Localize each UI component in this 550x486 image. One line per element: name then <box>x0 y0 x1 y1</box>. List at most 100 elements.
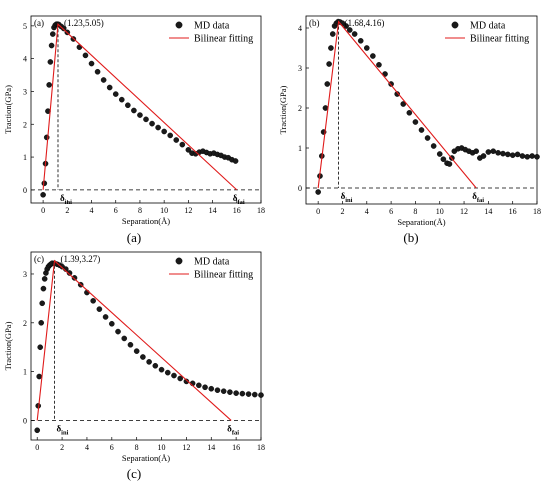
y-axis-label: Traction(GPa) <box>3 85 13 134</box>
md-data-point <box>490 148 497 154</box>
md-data-point <box>115 328 121 335</box>
md-data-point <box>112 91 119 97</box>
y-tick-label: 2 <box>298 104 302 113</box>
x-tick-label: 0 <box>41 206 45 215</box>
md-data-point <box>143 116 149 123</box>
md-data-point <box>343 23 349 29</box>
plot-frame <box>30 251 262 441</box>
x-tick-label: 10 <box>436 207 444 216</box>
delta-ini-label: δini <box>56 423 68 436</box>
md-data-point <box>196 382 202 389</box>
md-data-point <box>370 53 376 59</box>
md-data-point <box>258 392 264 398</box>
legend: MD data Bilinear fitting <box>169 257 253 281</box>
x-tick-label: 14 <box>209 206 217 215</box>
md-data-point <box>40 191 46 198</box>
md-data-point <box>164 369 171 376</box>
md-data-point <box>36 373 43 380</box>
md-data-point <box>49 31 56 37</box>
md-data-point <box>137 112 143 118</box>
md-data-point <box>43 134 50 141</box>
peak-label: (1.68,4.16) <box>345 18 385 28</box>
x-tick-label: 6 <box>114 206 118 215</box>
md-data-point <box>39 300 45 307</box>
md-data-point <box>133 348 140 354</box>
y-tick-label: 1 <box>298 144 302 153</box>
y-axis-label: Traction(GPa) <box>3 321 13 370</box>
md-data-point <box>509 152 516 158</box>
md-data-point <box>88 60 95 67</box>
md-data-point <box>125 102 131 109</box>
panel-tag: (c) <box>34 254 44 264</box>
md-data-point <box>41 276 48 282</box>
x-tick-label: 12 <box>184 206 192 215</box>
md-data-point <box>346 27 353 33</box>
md-data-point <box>495 149 501 156</box>
delta-fai-label: δfai <box>472 191 484 204</box>
x-tick-label: 2 <box>340 207 344 216</box>
y-tick-label: 4 <box>23 55 27 64</box>
md-data-point <box>227 389 233 395</box>
md-data-point <box>60 25 67 32</box>
legend: MD data Bilinear fitting <box>445 21 529 45</box>
md-data-point <box>424 135 431 141</box>
md-data-point <box>446 161 453 167</box>
panel-caption: (a) <box>127 230 141 245</box>
md-data-series <box>34 260 264 434</box>
md-data-point <box>519 153 526 159</box>
md-data-point <box>514 151 521 158</box>
legend-md-marker <box>451 21 459 29</box>
md-data-point <box>473 148 480 154</box>
md-data-point <box>102 314 109 320</box>
panel-tag: (a) <box>34 18 44 28</box>
md-data-point <box>324 81 331 87</box>
md-data-point <box>177 375 183 382</box>
x-tick-label: 18 <box>257 443 265 452</box>
delta-ini-label: δini <box>60 193 72 206</box>
legend-md-label: MD data <box>194 257 230 268</box>
md-data-point <box>363 45 370 51</box>
x-axis-label: Separation(Å) <box>122 216 170 226</box>
delta-fai-label: δfai <box>227 423 239 436</box>
md-data-point <box>100 77 107 83</box>
plot-frame <box>305 15 538 205</box>
md-data-point <box>418 127 425 133</box>
md-data-point <box>351 31 358 37</box>
x-tick-label: 2 <box>60 443 64 452</box>
x-tick-label: 16 <box>509 207 517 216</box>
md-data-point <box>179 141 186 148</box>
bilinear-fitting-line <box>42 23 238 191</box>
md-data-point <box>239 390 246 397</box>
md-data-point <box>155 124 161 131</box>
x-axis-label: Separation(Å) <box>122 453 170 463</box>
x-tick-label: 12 <box>182 443 190 452</box>
plot-frame <box>30 15 262 204</box>
x-tick-label: 18 <box>257 206 265 215</box>
panel-caption: (c) <box>127 466 141 481</box>
md-data-point <box>500 150 506 157</box>
md-data-point <box>149 120 155 127</box>
legend-fit-label: Bilinear fitting <box>194 34 253 45</box>
x-tick-label: 4 <box>365 207 369 216</box>
md-data-point <box>109 320 115 327</box>
x-tick-label: 16 <box>233 206 241 215</box>
y-tick-label: 3 <box>23 270 27 279</box>
md-data-point <box>440 156 447 162</box>
y-tick-label: 0 <box>23 186 27 195</box>
peak-label: (1.39,3.27) <box>60 254 100 264</box>
md-data-point <box>152 362 159 369</box>
md-data-point <box>251 391 258 398</box>
x-tick-label: 14 <box>484 207 492 216</box>
chart-panel-b: 0 2 4 6 8 10 12 14 16 1801234Separation(Å)Tractio… <box>278 15 541 227</box>
x-tick-label: 2 <box>65 206 69 215</box>
md-data-point <box>46 82 52 88</box>
x-tick-label: 18 <box>533 207 541 216</box>
md-data-point <box>34 427 41 434</box>
x-tick-label: 8 <box>135 443 139 452</box>
md-data-point <box>505 151 511 158</box>
md-data-point <box>47 59 54 65</box>
md-data-point <box>173 137 180 143</box>
x-tick-label: 8 <box>413 207 417 216</box>
md-data-point <box>161 128 167 135</box>
